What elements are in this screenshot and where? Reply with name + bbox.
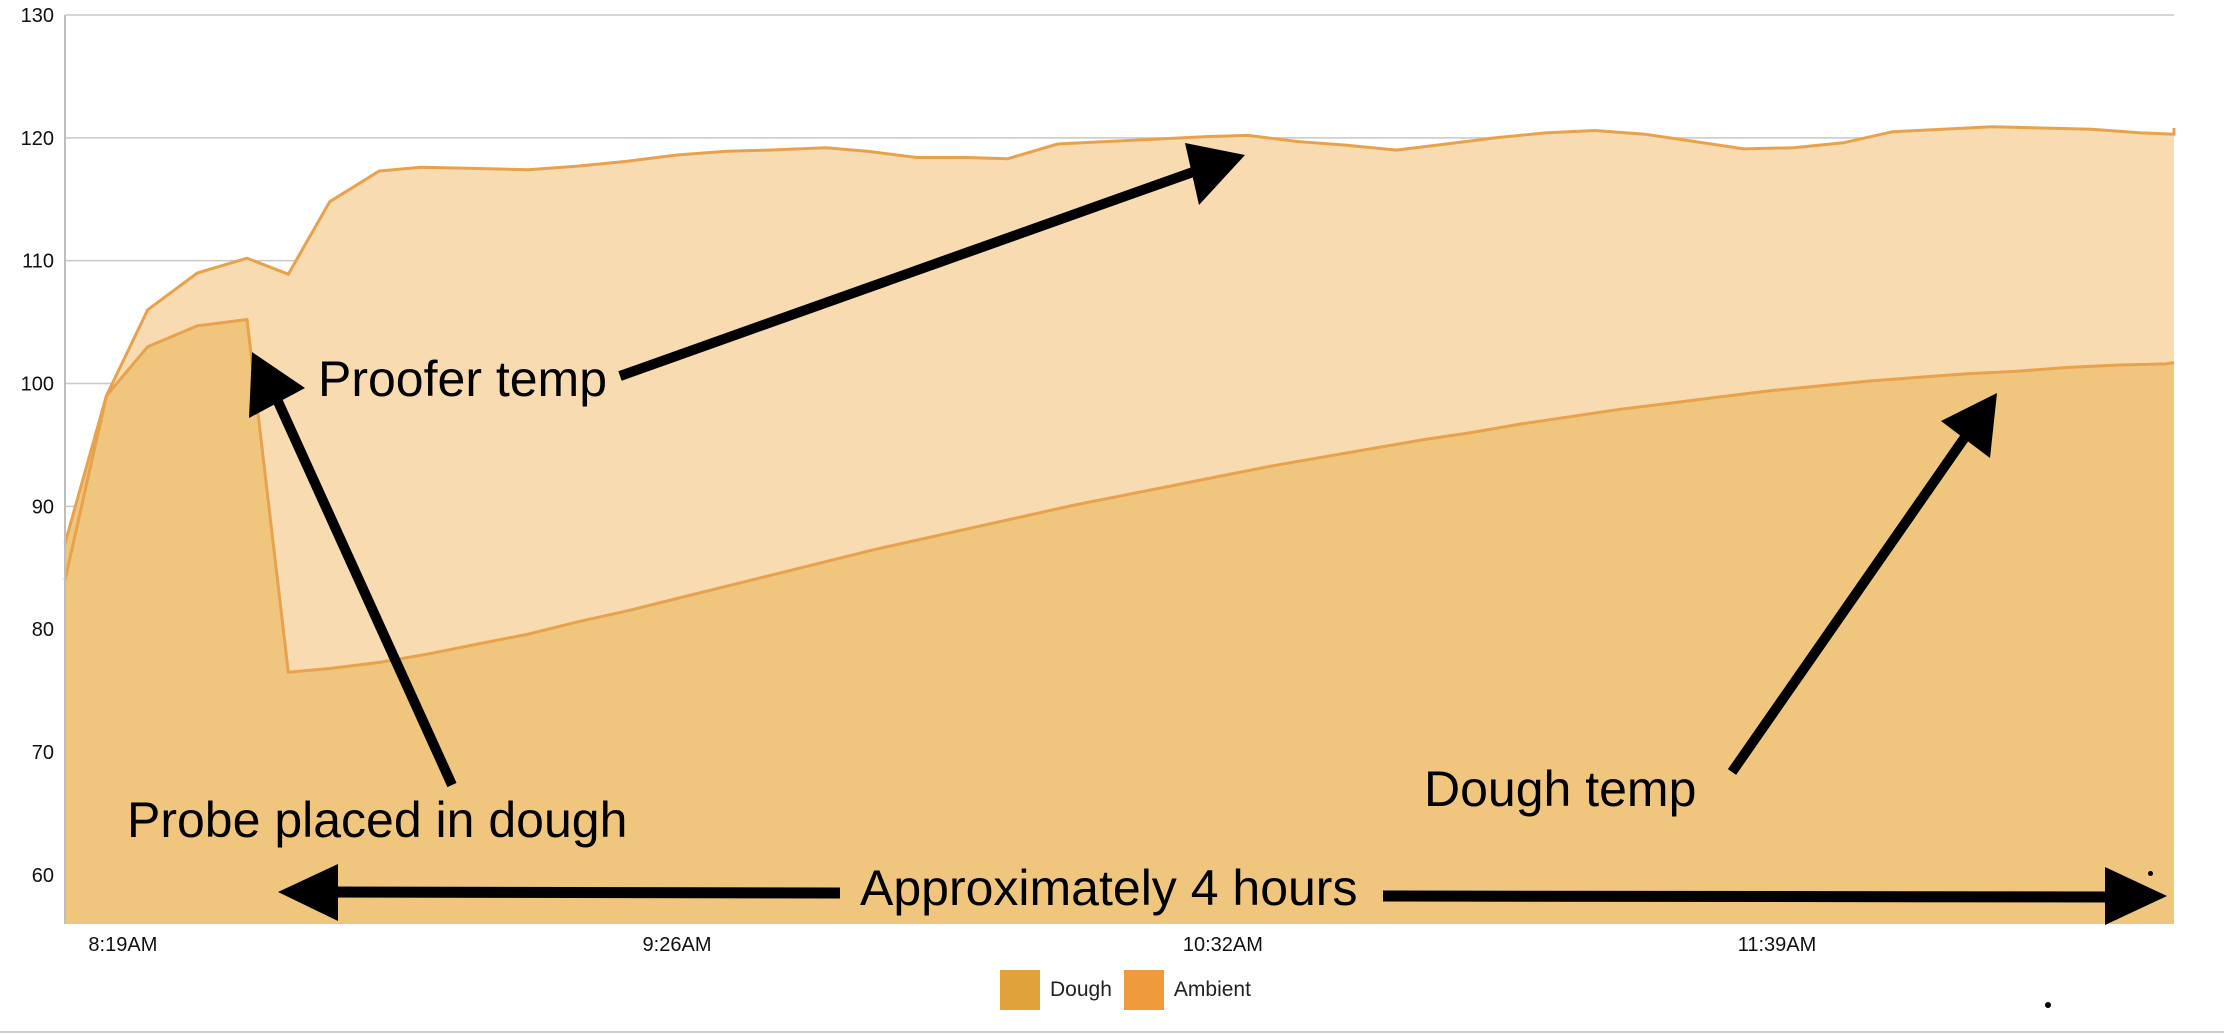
legend-swatch-ambient	[1123, 970, 1164, 1010]
bottom-divider	[0, 1031, 2224, 1033]
legend-label-dough: Dough	[1050, 978, 1112, 1001]
y-tick-label: 70	[32, 742, 54, 764]
x-tick-label: 10:32AM	[1183, 934, 1263, 956]
duration-arrow-left-shaft	[319, 886, 841, 899]
probe-arrow-shaft	[270, 392, 457, 788]
duration-arrow-right-head	[2105, 867, 2167, 925]
series-area-dough	[65, 319, 2174, 925]
y-tick-label: 60	[32, 865, 54, 887]
y-tick-label: 90	[32, 496, 54, 518]
proofer-arrow-head	[1185, 143, 1245, 205]
annotation-proofer-temp: Proofer temp	[318, 351, 607, 407]
x-tick-label: 11:39AM	[1738, 934, 1817, 956]
annotation-duration: Approximately 4 hours	[860, 860, 1357, 916]
series-areas	[63, 125, 2176, 925]
annotation-dough-temp: Dough temp	[1424, 761, 1696, 817]
duration-arrow-right-shaft	[1382, 890, 2113, 903]
probe-arrow-head	[249, 352, 305, 418]
y-tick-label: 130	[21, 5, 54, 27]
y-tick-label: 80	[32, 619, 54, 641]
y-tick-label: 110	[22, 251, 54, 273]
legend-swatch-dough	[1000, 970, 1040, 1010]
y-tick-label: 100	[21, 374, 54, 396]
legend: Dough Ambient	[1000, 970, 1263, 1010]
legend-label-ambient: Ambient	[1173, 978, 1251, 1001]
series-line-ambient	[63, 125, 2176, 581]
annotation-arrows	[249, 143, 2167, 925]
legend-item-ambient[interactable]: Ambient	[1123, 970, 1251, 1010]
stray-dot	[2045, 1002, 2051, 1008]
dough-arrow-head	[1941, 393, 1997, 458]
x-tick-labels: 8:19AM 9:26AM 10:32AM 11:39AM	[88, 934, 1816, 956]
stray-dot	[2148, 871, 2153, 876]
x-tick-label: 8:19AM	[88, 934, 157, 956]
annotation-probe-placed: Probe placed in dough	[127, 792, 627, 848]
legend-item-dough[interactable]: Dough	[1000, 970, 1112, 1010]
y-tick-labels: 130 120 110 100 90 80 70 60	[21, 5, 54, 887]
dough-arrow-shaft	[1727, 424, 1977, 775]
duration-arrow-left-head	[278, 864, 338, 921]
x-tick-label: 9:26AM	[643, 934, 712, 956]
y-tick-label: 120	[21, 128, 54, 150]
proofer-arrow-shaft	[618, 161, 1212, 381]
